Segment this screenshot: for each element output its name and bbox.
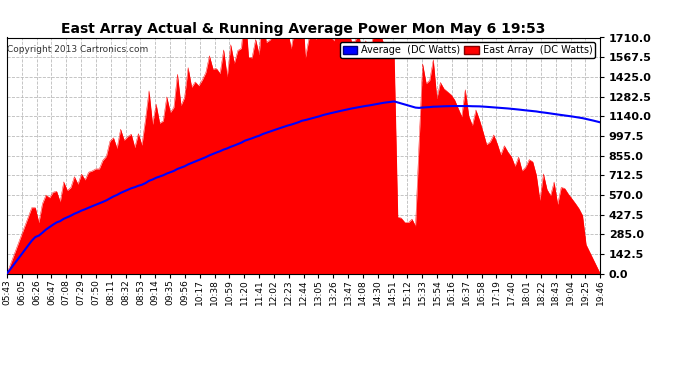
Title: East Array Actual & Running Average Power Mon May 6 19:53: East Array Actual & Running Average Powe…: [61, 22, 546, 36]
Text: Copyright 2013 Cartronics.com: Copyright 2013 Cartronics.com: [8, 45, 149, 54]
Legend: Average  (DC Watts), East Array  (DC Watts): Average (DC Watts), East Array (DC Watts…: [340, 42, 595, 58]
